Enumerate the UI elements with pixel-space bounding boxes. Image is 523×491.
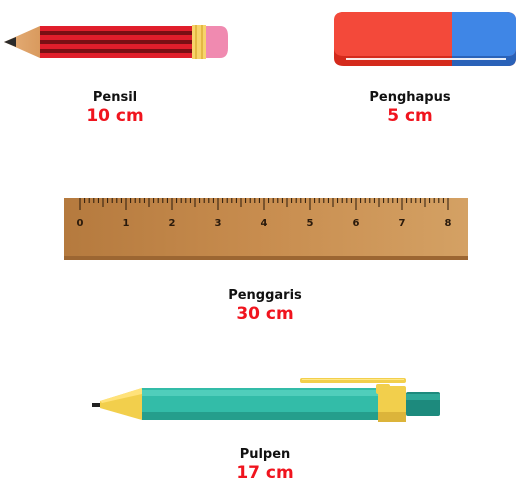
pencil-icon	[0, 20, 232, 64]
ruler-length: 30 cm	[236, 304, 294, 324]
eraser-length: 5 cm	[387, 106, 433, 126]
ruler-number: 3	[215, 218, 222, 229]
ruler-number: 4	[261, 218, 268, 229]
ruler-name: Penggaris	[228, 288, 302, 303]
pencil-length: 10 cm	[86, 106, 144, 126]
ruler-caption: Penggaris 30 cm	[210, 288, 320, 324]
pencil-name: Pensil	[92, 90, 138, 105]
pen-length: 17 cm	[236, 463, 294, 483]
ruler-icon: 0 1 2 3 4 5 6 7 8	[64, 198, 468, 260]
ruler-number: 6	[353, 218, 360, 229]
pen-icon	[88, 374, 444, 424]
eraser-icon	[328, 8, 520, 68]
pencil-caption: Pensil 10 cm	[60, 90, 170, 126]
eraser-name: Penghapus	[369, 90, 451, 105]
ruler-number: 5	[307, 218, 314, 229]
pen-name: Pulpen	[239, 447, 291, 462]
ruler-number: 8	[445, 218, 452, 229]
eraser-caption: Penghapus 5 cm	[355, 90, 465, 126]
ruler-number: 1	[123, 218, 130, 229]
ruler-number: 0	[77, 218, 84, 229]
ruler-number: 7	[399, 218, 406, 229]
ruler-number: 2	[169, 218, 176, 229]
pen-caption: Pulpen 17 cm	[210, 447, 320, 483]
